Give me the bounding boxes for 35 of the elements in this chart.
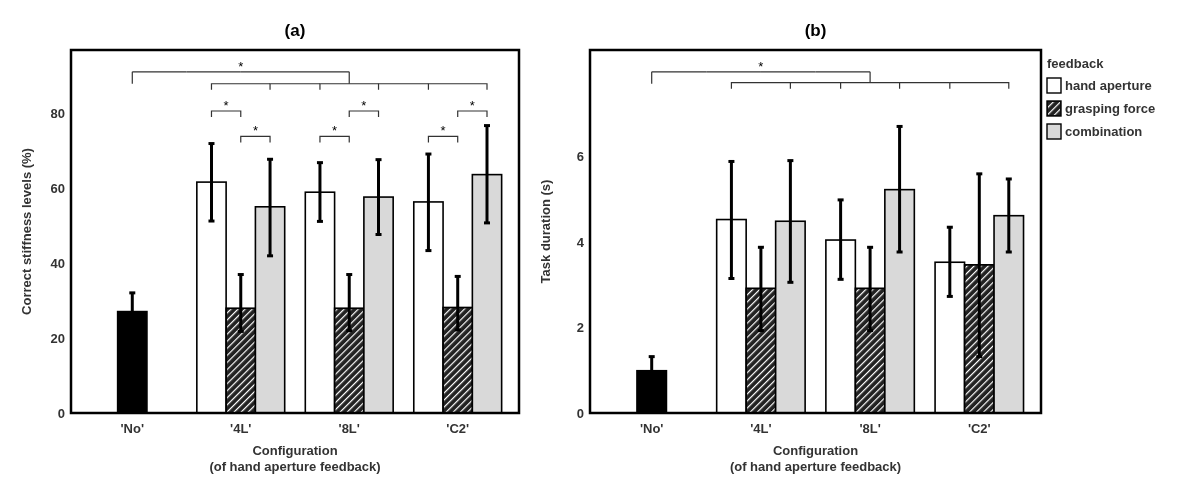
x-axis-title: Configuration (of hand aperture feedback)	[729, 443, 902, 474]
y-tick-label: 80	[50, 106, 65, 122]
y-tick-label: 40	[50, 255, 65, 271]
chart-title: (b)	[804, 21, 827, 40]
y-axis-title: Task duration (s)	[538, 179, 553, 284]
annotation: *	[469, 97, 475, 113]
y-tick-label: 4	[576, 234, 585, 250]
annotation: *	[252, 123, 258, 139]
x-tick-label: 'No'	[639, 421, 664, 436]
x-tick-label: '4L'	[230, 421, 252, 436]
legend-label: combination	[1065, 124, 1143, 139]
x-tick-label: '4L'	[750, 421, 772, 436]
y-tick-label: 0	[57, 405, 65, 421]
annotation: *	[223, 97, 229, 113]
legend-label: hand aperture	[1065, 78, 1152, 93]
y-tick-label: 6	[576, 149, 584, 165]
y-tick-label: 20	[50, 330, 65, 346]
y-tick-label: 60	[50, 181, 65, 197]
annotation: *	[332, 123, 338, 139]
x-tick-label: '8L'	[859, 421, 881, 436]
y-tick-label: 2	[576, 320, 584, 336]
chart-title: (a)	[284, 21, 306, 40]
annotation: *	[758, 58, 764, 74]
annotation: *	[238, 58, 244, 74]
y-tick-label: 0	[576, 405, 584, 421]
y-axis-title: Correct stiffness levels (%)	[19, 148, 34, 315]
legend-title: feedback	[1047, 56, 1105, 71]
legend-label: grasping force	[1065, 101, 1156, 116]
annotation: *	[440, 123, 446, 139]
x-tick-label: 'No'	[120, 421, 145, 436]
x-tick-label: 'C2'	[446, 421, 470, 436]
x-axis-title: Configuration (of hand aperture feedback)	[209, 443, 381, 474]
x-tick-label: '8L'	[338, 421, 360, 436]
annotation: *	[361, 97, 367, 113]
x-tick-label: 'C2'	[967, 421, 991, 436]
